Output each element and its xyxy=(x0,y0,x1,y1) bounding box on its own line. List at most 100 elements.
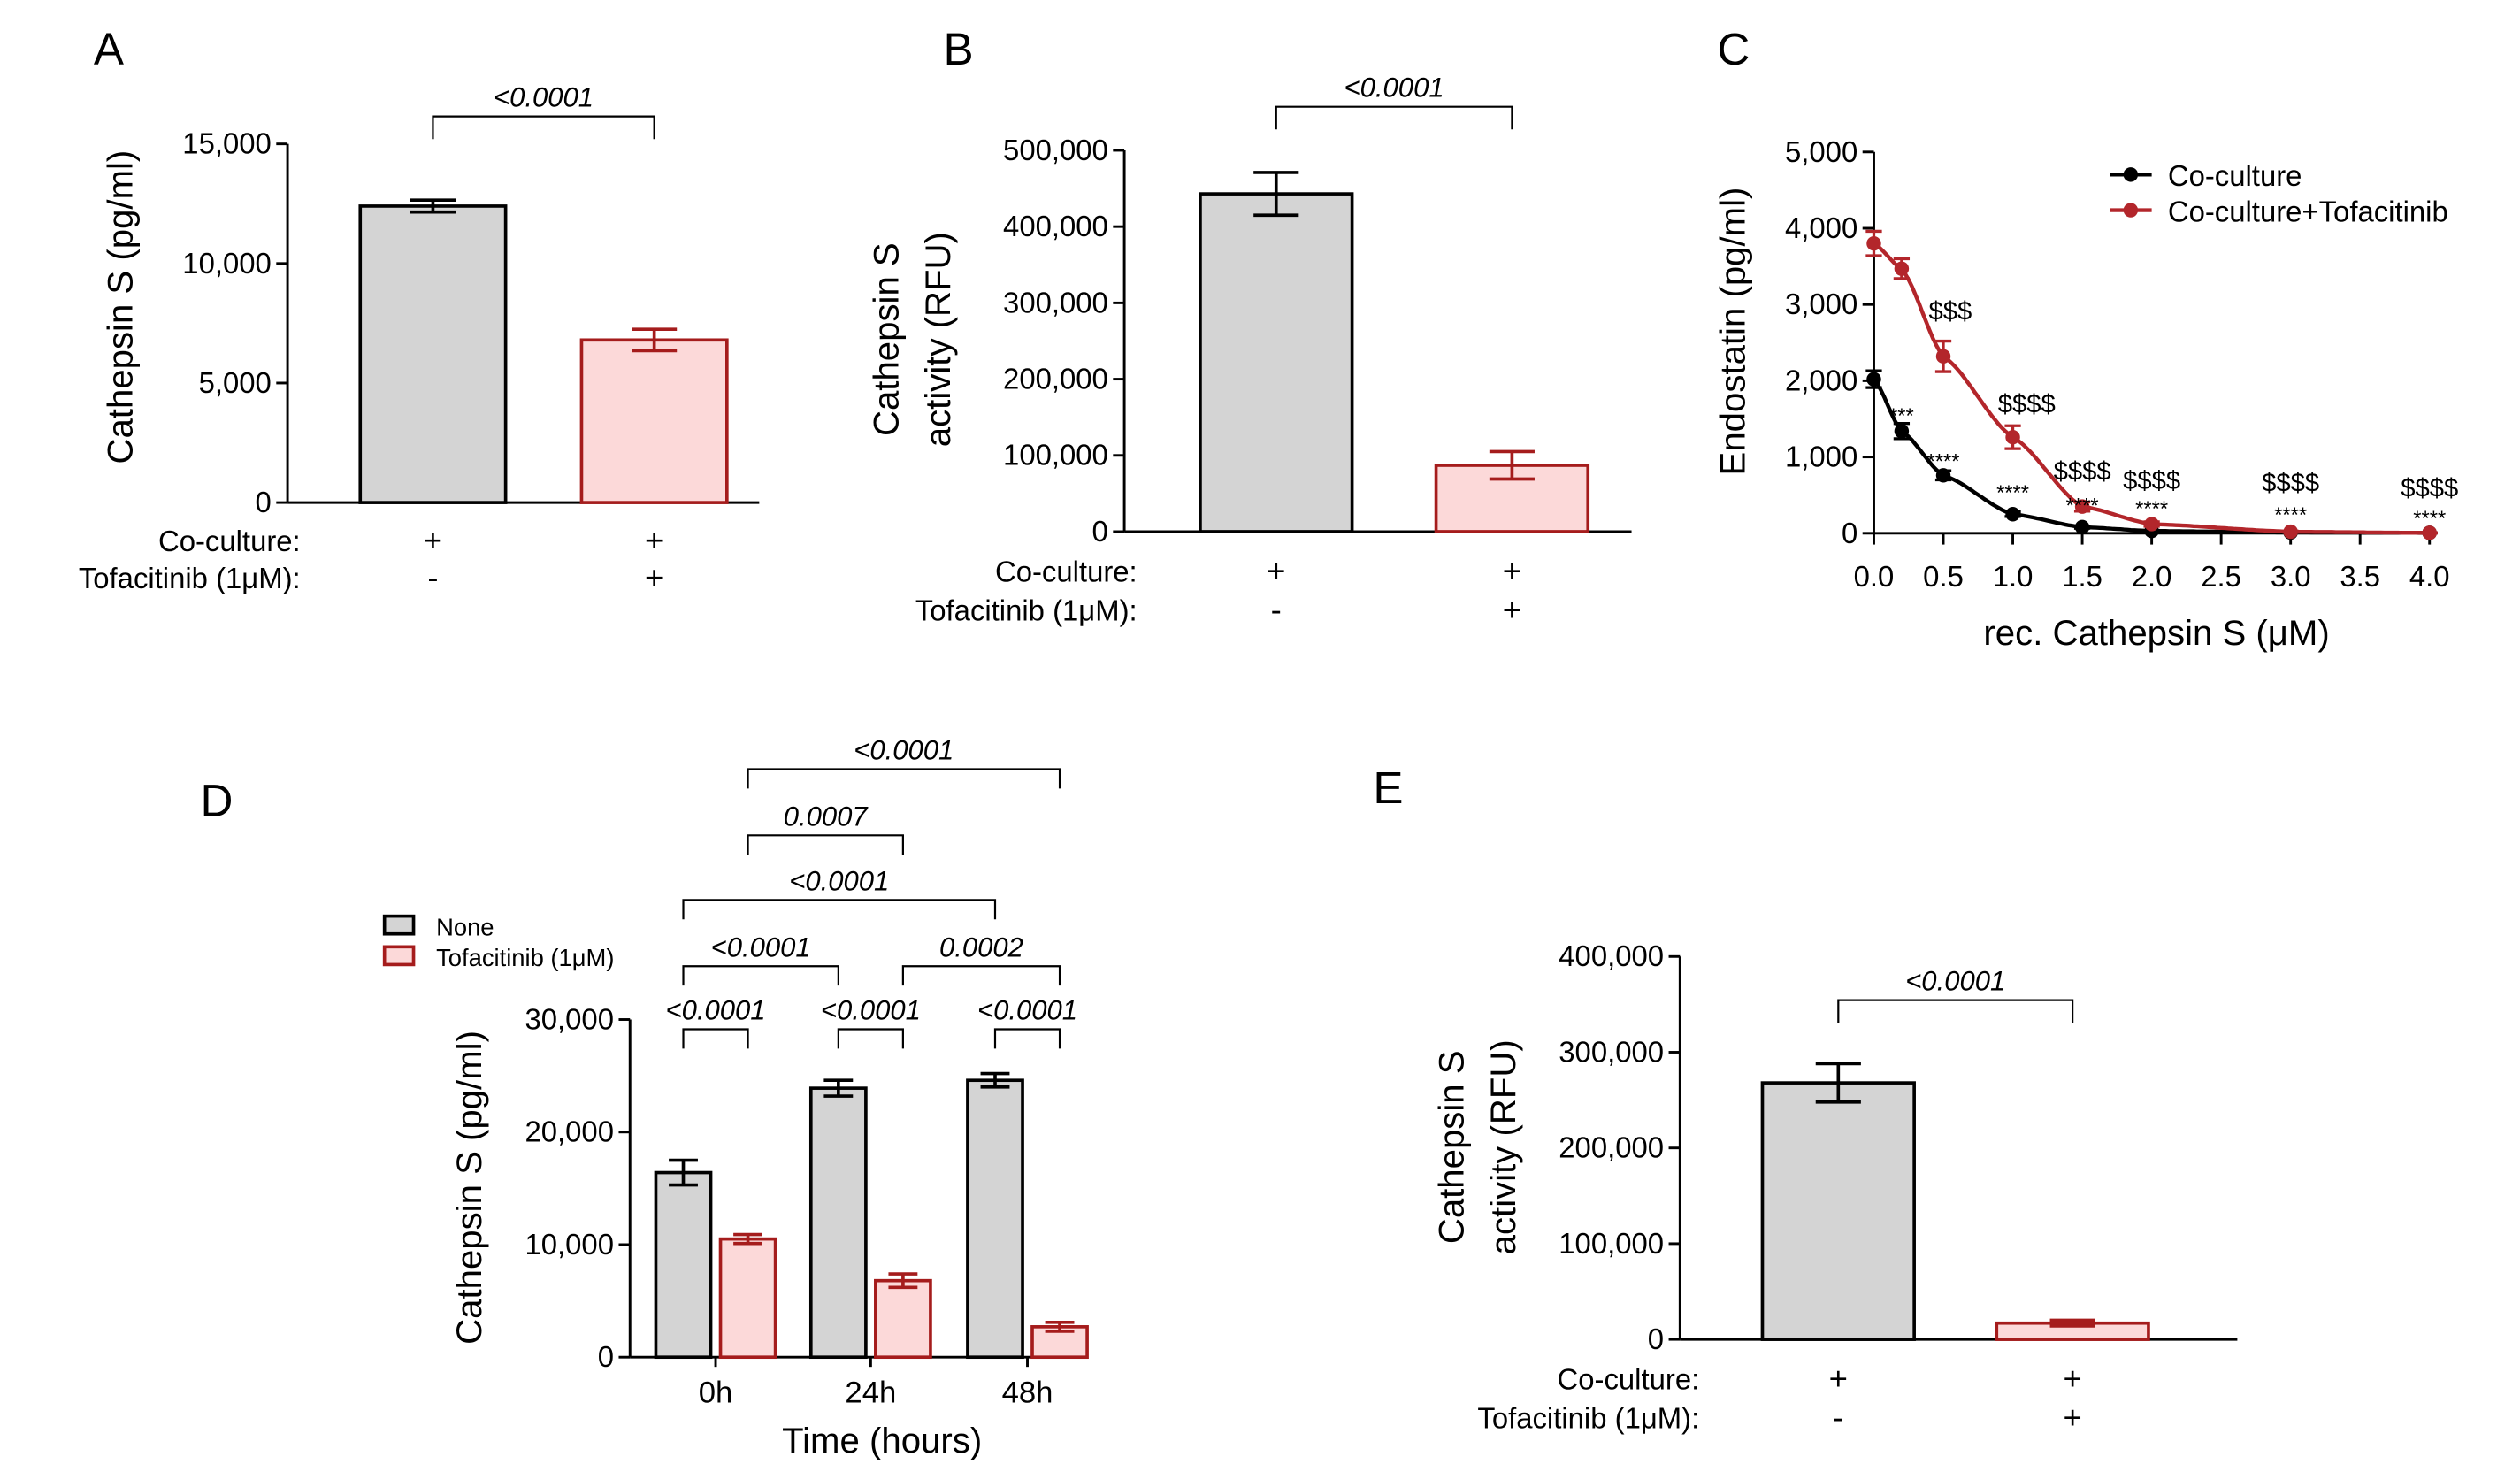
panel-b-row-sign: + xyxy=(1503,553,1521,589)
panel-c-x-tick-label: 3.0 xyxy=(2271,560,2311,593)
panel-c-annotation: **** xyxy=(1996,482,2029,505)
panel-d-y-tick-label: 0 xyxy=(598,1340,614,1373)
panel-c-x-tick-label: 1.0 xyxy=(1993,560,2034,593)
panel-c-legend-label: Co-culture xyxy=(2168,159,2302,192)
panel-c-annotation: $$$$ xyxy=(2054,457,2111,486)
panel-d-bar-0h-1 xyxy=(718,1237,777,1360)
panel-d-y-tick-label: 10,000 xyxy=(525,1228,614,1261)
panel-b-bar-control xyxy=(1199,192,1354,533)
panel-c-y-label: Endostatin (pg/ml) xyxy=(1712,188,1752,476)
panel-e-y-label: activity (RFU) xyxy=(1483,1039,1523,1254)
panel-e-y-tick-label: 300,000 xyxy=(1559,1035,1664,1068)
panel-c-annotation: $$$ xyxy=(1928,297,1972,326)
panel-e-row-label: Co-culture: xyxy=(1558,1363,1700,1396)
panel-d-comparison-7-label: <0.0001 xyxy=(854,734,954,765)
panel-label-A: A xyxy=(94,24,124,74)
panel-c-y-tick-label: 2,000 xyxy=(1785,364,1857,396)
panel-c-point-Co-culture+Tofacitinib xyxy=(2144,517,2159,532)
panel-b-y-label: activity (RFU) xyxy=(918,232,958,447)
panel-d-y-tick-label: 20,000 xyxy=(525,1116,614,1148)
panel-e-comparison-bracket xyxy=(1837,999,2074,1024)
panel-b-row-label: Tofacitinib (1μM): xyxy=(915,594,1137,626)
panel-d-comparison-4-bracket xyxy=(901,965,1061,986)
panel-a-bar-tofacitinib xyxy=(579,338,729,504)
panel-b-y-tick-label: 500,000 xyxy=(1003,134,1108,166)
panel-e-y-tick-label: 0 xyxy=(1648,1322,1664,1355)
panel-c-y-tick-label: 0 xyxy=(1842,517,1857,549)
panel-c-point-Co-culture xyxy=(2005,507,2020,522)
panel-d-comparison-5-label: <0.0001 xyxy=(789,865,889,896)
panel-c-point-Co-culture+Tofacitinib xyxy=(2005,429,2020,445)
panel-d-comparison-1-bracket xyxy=(837,1028,904,1049)
panel-c-point-Co-culture xyxy=(2074,519,2090,535)
panel-d-bar-0h-0 xyxy=(654,1170,713,1360)
panel-c-legend-marker xyxy=(2123,167,2139,182)
panel-a-y-tick-label: 10,000 xyxy=(182,247,272,280)
panel-b-y-tick-label: 300,000 xyxy=(1003,286,1108,318)
panel-c-point-Co-culture+Tofacitinib xyxy=(2283,524,2298,540)
panel-c-point-Co-culture+Tofacitinib xyxy=(1935,349,1951,364)
panel-a-y-label: Cathepsin S (pg/ml) xyxy=(101,150,141,464)
panel-d-bar-24h-1 xyxy=(874,1278,932,1360)
panel-a-y-tick-label: 5,000 xyxy=(199,366,272,399)
panel-d-x-tick-label: 48h xyxy=(1002,1376,1053,1409)
panel-a-row-sign: + xyxy=(645,559,663,595)
panel-c-annotation: **** xyxy=(2066,495,2099,518)
panel-c-annotation: **** xyxy=(2135,498,2168,521)
panel-c-x-tick-label: 2.0 xyxy=(2132,560,2172,593)
panel-c-point-Co-culture xyxy=(1894,424,1910,439)
panel-b-y-label: Cathepsin S xyxy=(866,242,906,436)
panel-c-x-tick-label: 0.5 xyxy=(1923,560,1964,593)
panel-d-comparison-2-label: <0.0001 xyxy=(977,995,1077,1026)
panel-d-x-tick-label: 0h xyxy=(699,1376,733,1409)
panel-d-comparison-0-label: <0.0001 xyxy=(666,995,766,1026)
panel-d-comparison-7-bracket xyxy=(747,768,1061,789)
panel-c-point-Co-culture+Tofacitinib xyxy=(1894,261,1910,276)
panel-c-x-tick-label: 2.5 xyxy=(2201,560,2241,593)
panel-c-annotation: **** xyxy=(1927,451,1960,474)
panel-d-comparison-5-bracket xyxy=(682,899,997,920)
panel-a-y-tick-label: 15,000 xyxy=(182,127,272,160)
panel-e-row-sign: + xyxy=(2063,1361,2081,1397)
panel-e-y-label: Cathepsin S xyxy=(1432,1050,1472,1244)
panel-c-legend-marker xyxy=(2123,203,2139,218)
panel-b-row-sign: + xyxy=(1503,591,1521,627)
panel-b-row-label: Co-culture: xyxy=(995,556,1137,588)
panel-b-row-sign: + xyxy=(1267,553,1285,589)
panel-a-row-sign: - xyxy=(427,559,438,595)
panel-c-point-Co-culture+Tofacitinib xyxy=(2074,499,2090,514)
panel-a-row-sign: + xyxy=(424,522,442,558)
panel-c-y-tick-label: 4,000 xyxy=(1785,211,1857,244)
panel-c-legend-label: Co-culture+Tofacitinib xyxy=(2168,195,2448,227)
panel-d-legend-label: Tofacitinib (1μM) xyxy=(436,944,614,971)
panel-c-x-tick-label: 1.5 xyxy=(2062,560,2103,593)
panel-b-y-tick-label: 400,000 xyxy=(1003,210,1108,242)
panel-a-row-sign: + xyxy=(645,522,663,558)
panel-d-comparison-4-label: 0.0002 xyxy=(939,932,1023,962)
panel-a-row-label: Co-culture: xyxy=(158,525,301,557)
panel-e-row-sign: + xyxy=(2063,1399,2081,1436)
panel-c-y-tick-label: 3,000 xyxy=(1785,288,1857,320)
panel-c-annotation: **** xyxy=(2413,508,2446,531)
panel-d-y-tick-label: 30,000 xyxy=(525,1002,614,1035)
panel-c-point-Co-culture xyxy=(1866,372,1881,387)
panel-label-D: D xyxy=(200,775,233,825)
panel-d-comparison-3-bracket xyxy=(682,965,839,986)
panel-d-x-tick-label: 24h xyxy=(845,1376,896,1409)
panel-d-x-label: Time (hours) xyxy=(782,1421,982,1460)
panel-c-x-tick-label: 0.0 xyxy=(1854,560,1895,593)
panel-c-point-Co-culture xyxy=(1935,468,1951,483)
panel-d-comparison-3-label: <0.0001 xyxy=(711,932,811,962)
panel-c-x-label: rec. Cathepsin S (μM) xyxy=(1983,613,2329,653)
panel-c-y-tick-label: 5,000 xyxy=(1785,135,1857,168)
panel-b-y-tick-label: 200,000 xyxy=(1003,363,1108,395)
panel-c-annotation: $$$$ xyxy=(1998,391,2056,419)
panel-d-y-label: Cathepsin S (pg/ml) xyxy=(449,1031,489,1345)
panel-c-annotation: $$$$ xyxy=(2401,474,2458,502)
panel-a-comparison-bracket xyxy=(432,115,655,140)
panel-d-legend-swatch xyxy=(382,945,416,967)
panel-e-row-label: Tofacitinib (1μM): xyxy=(1477,1402,1699,1435)
panel-label-C: C xyxy=(1717,24,1750,74)
panel-label-B: B xyxy=(944,24,974,74)
panel-a-row-label: Tofacitinib (1μM): xyxy=(79,562,301,594)
